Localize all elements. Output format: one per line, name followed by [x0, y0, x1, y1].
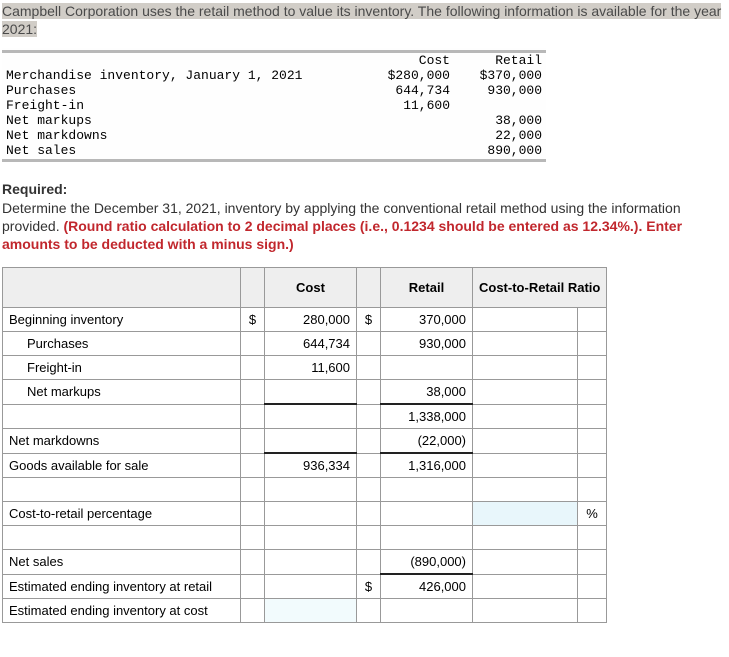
row-retail: 22,000	[454, 128, 546, 143]
retail-cell[interactable]: (890,000)	[381, 550, 473, 575]
row-label: Purchases	[2, 83, 362, 98]
row-retail: $370,000	[454, 68, 546, 83]
header-cost: Cost	[362, 51, 454, 68]
retail-cell[interactable]	[381, 502, 473, 526]
cost-cell[interactable]	[265, 404, 357, 429]
row-label	[3, 404, 241, 429]
row-cost	[362, 143, 454, 158]
given-data-table: Cost Retail Merchandise inventory, Janua…	[2, 48, 546, 162]
row-retail: 890,000	[454, 143, 546, 158]
table-row	[3, 478, 607, 502]
table-row: Estimated ending inventory at retail $ 4…	[3, 574, 607, 599]
row-label: Freight-in	[3, 356, 241, 380]
row-label: Estimated ending inventory at cost	[3, 599, 241, 623]
cost-cell[interactable]	[265, 599, 357, 623]
header-retail: Retail	[454, 51, 546, 68]
table-row: Beginning inventory $ 280,000 $ 370,000	[3, 308, 607, 332]
row-label: Estimated ending inventory at retail	[3, 574, 241, 599]
row-label: Net markdowns	[2, 128, 362, 143]
cost-cell[interactable]	[265, 380, 357, 405]
percent-sign: %	[577, 502, 607, 526]
retail-cell[interactable]: 1,316,000	[381, 453, 473, 478]
cost-cell[interactable]	[265, 429, 357, 454]
row-label: Net sales	[2, 143, 362, 158]
table-row: Net markdowns (22,000)	[3, 429, 607, 454]
cost-cell[interactable]	[265, 502, 357, 526]
row-label: Net markups	[3, 380, 241, 405]
row-label: Goods available for sale	[3, 453, 241, 478]
problem-statement: Campbell Corporation uses the retail met…	[0, 0, 729, 48]
retail-cell[interactable]	[381, 599, 473, 623]
row-label: Freight-in	[2, 98, 362, 113]
calculation-table: Cost Retail Cost-to-Retail Ratio Beginni…	[2, 267, 607, 623]
dollar-sign: $	[241, 308, 265, 332]
cost-cell[interactable]: 936,334	[265, 453, 357, 478]
row-retail	[454, 98, 546, 113]
table-row: Purchases 644,734 930,000	[3, 332, 607, 356]
calc-header-cost: Cost	[265, 268, 357, 308]
ratio-cell[interactable]	[473, 308, 578, 332]
table-row: Estimated ending inventory at cost	[3, 599, 607, 623]
retail-cell[interactable]: 426,000	[381, 574, 473, 599]
retail-cell[interactable]: (22,000)	[381, 429, 473, 454]
table-row: Cost-to-retail percentage %	[3, 502, 607, 526]
table-row	[3, 526, 607, 550]
table-row: 1,338,000	[3, 404, 607, 429]
row-label: Net markups	[2, 113, 362, 128]
row-label: Beginning inventory	[3, 308, 241, 332]
retail-cell[interactable]: 38,000	[381, 380, 473, 405]
row-cost: 644,734	[362, 83, 454, 98]
ratio-cell[interactable]	[473, 502, 578, 526]
row-retail: 38,000	[454, 113, 546, 128]
calc-header-retail: Retail	[381, 268, 473, 308]
cost-cell[interactable]: 280,000	[265, 308, 357, 332]
row-cost	[362, 113, 454, 128]
cost-cell[interactable]	[265, 574, 357, 599]
table-row: Freight-in 11,600	[3, 356, 607, 380]
calc-header-ratio: Cost-to-Retail Ratio	[473, 268, 607, 308]
cost-cell[interactable]: 11,600	[265, 356, 357, 380]
ratio-cell[interactable]	[473, 332, 578, 356]
row-label: Net sales	[3, 550, 241, 575]
problem-text: Campbell Corporation uses the retail met…	[2, 3, 721, 37]
cost-cell[interactable]: 644,734	[265, 332, 357, 356]
cost-cell[interactable]	[265, 550, 357, 575]
retail-cell[interactable]	[381, 356, 473, 380]
required-section: Required: Determine the December 31, 202…	[0, 178, 729, 267]
dollar-sign: $	[357, 308, 381, 332]
row-cost: 11,600	[362, 98, 454, 113]
retail-cell[interactable]: 370,000	[381, 308, 473, 332]
row-label: Merchandise inventory, January 1, 2021	[2, 68, 362, 83]
required-title: Required:	[2, 180, 727, 198]
row-cost	[362, 128, 454, 143]
table-row: Goods available for sale 936,334 1,316,0…	[3, 453, 607, 478]
dollar-sign: $	[357, 574, 381, 599]
row-label: Cost-to-retail percentage	[3, 502, 241, 526]
pct-cell	[577, 308, 607, 332]
row-retail: 930,000	[454, 83, 546, 98]
table-row: Net sales (890,000)	[3, 550, 607, 575]
retail-cell[interactable]: 930,000	[381, 332, 473, 356]
row-cost: $280,000	[362, 68, 454, 83]
table-row: Net markups 38,000	[3, 380, 607, 405]
row-label: Net markdowns	[3, 429, 241, 454]
row-label: Purchases	[3, 332, 241, 356]
required-hint: (Round ratio calculation to 2 decimal pl…	[2, 218, 682, 252]
retail-cell[interactable]: 1,338,000	[381, 404, 473, 429]
